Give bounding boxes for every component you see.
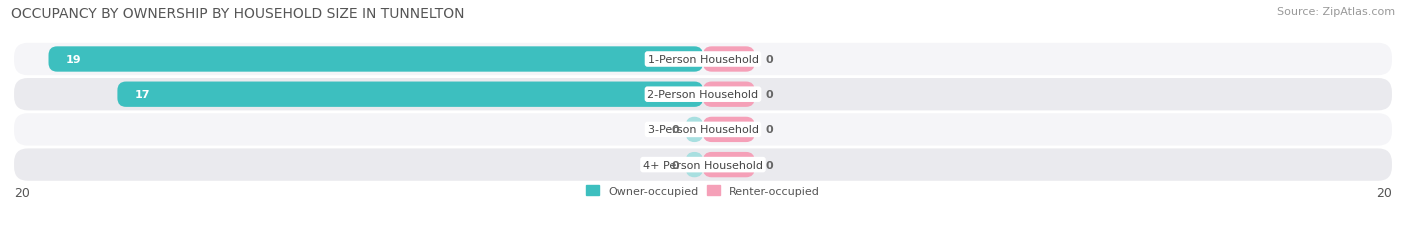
- Text: 0: 0: [765, 125, 773, 135]
- Text: 17: 17: [135, 90, 150, 100]
- FancyBboxPatch shape: [686, 152, 703, 177]
- FancyBboxPatch shape: [14, 114, 1392, 146]
- Text: 1-Person Household: 1-Person Household: [648, 55, 758, 65]
- Text: 3-Person Household: 3-Person Household: [648, 125, 758, 135]
- Text: 0: 0: [765, 55, 773, 65]
- Text: 19: 19: [66, 55, 82, 65]
- Text: 0: 0: [671, 160, 679, 170]
- Text: Source: ZipAtlas.com: Source: ZipAtlas.com: [1277, 7, 1395, 17]
- FancyBboxPatch shape: [703, 82, 755, 107]
- FancyBboxPatch shape: [14, 79, 1392, 111]
- FancyBboxPatch shape: [48, 47, 703, 72]
- FancyBboxPatch shape: [14, 44, 1392, 76]
- Text: 2-Person Household: 2-Person Household: [647, 90, 759, 100]
- FancyBboxPatch shape: [117, 82, 703, 107]
- FancyBboxPatch shape: [686, 117, 703, 143]
- Text: 20: 20: [14, 187, 30, 200]
- Text: 0: 0: [765, 90, 773, 100]
- FancyBboxPatch shape: [703, 117, 755, 143]
- Text: 20: 20: [1376, 187, 1392, 200]
- Legend: Owner-occupied, Renter-occupied: Owner-occupied, Renter-occupied: [586, 186, 820, 196]
- FancyBboxPatch shape: [703, 47, 755, 72]
- Text: OCCUPANCY BY OWNERSHIP BY HOUSEHOLD SIZE IN TUNNELTON: OCCUPANCY BY OWNERSHIP BY HOUSEHOLD SIZE…: [11, 7, 465, 21]
- Text: 0: 0: [765, 160, 773, 170]
- Text: 0: 0: [671, 125, 679, 135]
- FancyBboxPatch shape: [14, 149, 1392, 181]
- FancyBboxPatch shape: [703, 152, 755, 177]
- Text: 4+ Person Household: 4+ Person Household: [643, 160, 763, 170]
